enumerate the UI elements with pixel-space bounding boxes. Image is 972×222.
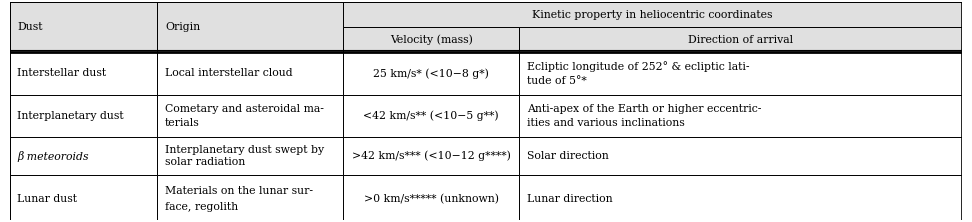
- Text: Solar direction: Solar direction: [527, 151, 608, 161]
- Text: Interplanetary dust swept by: Interplanetary dust swept by: [165, 145, 324, 155]
- Text: Interstellar dust: Interstellar dust: [17, 68, 107, 78]
- Bar: [343, 2, 962, 27]
- Text: Direction of arrival: Direction of arrival: [688, 35, 793, 45]
- Bar: [343, 52, 519, 95]
- Text: Kinetic property in heliocentric coordinates: Kinetic property in heliocentric coordin…: [533, 10, 773, 20]
- Bar: [157, 175, 343, 222]
- Bar: [10, 175, 157, 222]
- Text: Dust: Dust: [17, 22, 43, 32]
- Text: 25 km/s* (<10−8 g*): 25 km/s* (<10−8 g*): [373, 68, 489, 79]
- Text: Lunar direction: Lunar direction: [527, 194, 612, 204]
- Text: ities and various inclinations: ities and various inclinations: [527, 118, 684, 128]
- Text: Lunar dust: Lunar dust: [17, 194, 78, 204]
- Bar: [343, 137, 519, 175]
- Text: Origin: Origin: [165, 22, 200, 32]
- Text: Velocity (mass): Velocity (mass): [390, 34, 472, 45]
- Bar: [157, 137, 343, 175]
- Bar: [519, 175, 962, 222]
- Bar: [519, 52, 962, 95]
- Bar: [157, 2, 343, 52]
- Text: Local interstellar cloud: Local interstellar cloud: [165, 68, 293, 78]
- Text: >42 km/s*** (<10−12 g****): >42 km/s*** (<10−12 g****): [352, 151, 510, 161]
- Text: >0 km/s***** (unknown): >0 km/s***** (unknown): [364, 194, 499, 204]
- Bar: [343, 175, 519, 222]
- Text: solar radiation: solar radiation: [165, 157, 245, 167]
- Bar: [343, 95, 519, 137]
- Text: Materials on the lunar sur-: Materials on the lunar sur-: [165, 186, 313, 196]
- Text: Interplanetary dust: Interplanetary dust: [17, 111, 124, 121]
- Bar: [10, 95, 157, 137]
- Text: Cometary and asteroidal ma-: Cometary and asteroidal ma-: [165, 104, 324, 114]
- Text: terials: terials: [165, 118, 199, 128]
- Bar: [519, 137, 962, 175]
- Bar: [157, 95, 343, 137]
- Text: Ecliptic longitude of 252° & ecliptic lati-: Ecliptic longitude of 252° & ecliptic la…: [527, 61, 749, 72]
- Text: β meteoroids: β meteoroids: [17, 151, 89, 162]
- Text: face, regolith: face, regolith: [165, 202, 238, 212]
- Bar: [10, 137, 157, 175]
- Bar: [10, 2, 157, 52]
- Text: Anti-apex of the Earth or higher eccentric-: Anti-apex of the Earth or higher eccentr…: [527, 104, 761, 114]
- Bar: [519, 95, 962, 137]
- Bar: [10, 52, 157, 95]
- Bar: [519, 27, 962, 52]
- Bar: [343, 27, 519, 52]
- Bar: [157, 52, 343, 95]
- Text: tude of 5°*: tude of 5°*: [527, 75, 587, 85]
- Text: <42 km/s** (<10−5 g**): <42 km/s** (<10−5 g**): [364, 111, 499, 121]
